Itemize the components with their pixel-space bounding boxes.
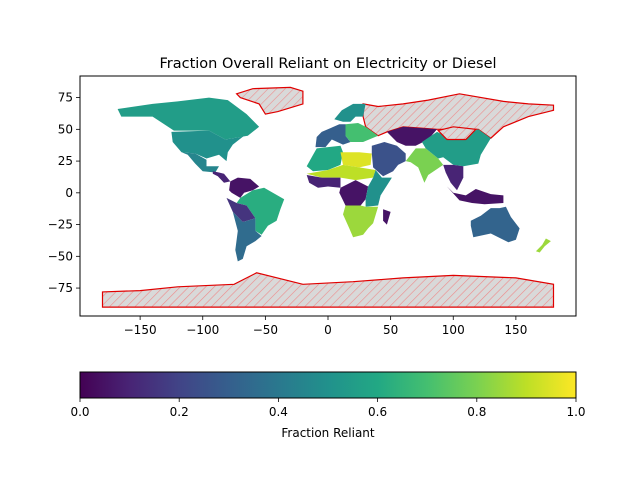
region-indonesia — [447, 186, 504, 205]
x-tick-label: −50 — [253, 323, 278, 337]
colorbar-tick-label: 0.0 — [70, 405, 89, 419]
region-north-america-canada — [117, 97, 260, 140]
x-tick-label: −100 — [186, 323, 219, 337]
colorbar-tick-label: 0.2 — [170, 405, 189, 419]
y-tick-label: 25 — [58, 154, 73, 168]
region-australia — [470, 206, 520, 243]
map-area — [101, 86, 555, 308]
region-libya-egypt — [340, 152, 372, 168]
region-scandinavia — [334, 103, 366, 122]
colorbar-label: Fraction Reliant — [281, 426, 375, 440]
colorbar-tick-label: 0.8 — [467, 405, 486, 419]
region-peru-bolivia — [226, 197, 256, 222]
y-tick-label: −50 — [48, 249, 73, 263]
region-central-america — [212, 171, 231, 183]
x-tick-label: −150 — [124, 323, 157, 337]
region-colombia-venezuela — [229, 177, 260, 198]
colorbar-tick-label: 0.4 — [269, 405, 288, 419]
x-tick-label: 0 — [324, 323, 332, 337]
y-tick-label: −25 — [48, 218, 73, 232]
region-north-africa-morocco-algeria — [306, 145, 343, 172]
y-tick-label: −75 — [48, 281, 73, 295]
region-east-africa — [365, 170, 392, 207]
region-russia — [362, 93, 555, 139]
x-tick-label: 100 — [442, 323, 465, 337]
region-greenland — [235, 86, 304, 115]
region-central-africa — [339, 180, 369, 206]
region-new-zealand — [535, 238, 551, 253]
y-tick-label: 50 — [58, 122, 73, 136]
y-tick-label: 0 — [65, 186, 73, 200]
y-tick-label: 75 — [58, 91, 73, 105]
region-sahel — [306, 164, 376, 181]
region-antarctica — [101, 272, 555, 308]
y-axis: −75 −50 −25 0 25 50 75 — [48, 91, 80, 295]
region-madagascar — [383, 209, 391, 225]
colorbar-axis: 0.0 0.2 0.4 0.6 0.8 1.0 — [70, 398, 586, 419]
region-southeast-asia — [443, 164, 464, 191]
region-mongolia — [437, 126, 478, 141]
colorbar-tick-label: 1.0 — [566, 405, 585, 419]
region-brazil — [236, 187, 285, 235]
region-india — [405, 148, 444, 183]
region-southern-africa — [343, 205, 379, 238]
region-west-africa — [306, 175, 341, 188]
chart-title: Fraction Overall Reliant on Electricity … — [159, 56, 496, 72]
region-middle-east — [371, 142, 406, 177]
colorbar — [79, 371, 577, 399]
region-mexico — [181, 152, 219, 173]
region-western-europe — [315, 124, 351, 148]
region-eastern-europe — [345, 123, 379, 142]
region-argentina-chile — [232, 211, 262, 262]
region-united-states — [171, 130, 245, 162]
colorbar-tick-label: 0.6 — [368, 405, 387, 419]
x-axis: −150 −100 −50 0 50 100 150 — [124, 316, 527, 337]
region-china — [421, 129, 491, 167]
x-tick-label: 50 — [383, 323, 398, 337]
x-tick-label: 150 — [504, 323, 527, 337]
